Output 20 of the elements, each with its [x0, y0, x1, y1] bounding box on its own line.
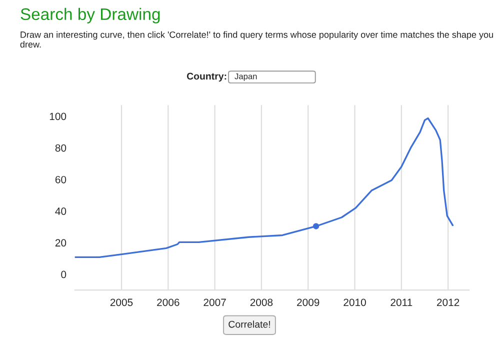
- y-tick-label: 20: [55, 239, 66, 247]
- text: Country:: [186, 72, 226, 82]
- x-tick-label: 2008: [250, 298, 273, 306]
- chart-subtitle: Draw an interesting curve, then click 'Correlate!' to find query terms whose popularity over time matches the shape you drew.: [20, 31, 493, 48]
- x-tick-label: 2009: [297, 298, 320, 306]
- x-tick-label: 2006: [157, 298, 180, 306]
- chart-title: Search by Drawing: [20, 8, 160, 24]
- x-tick-label: 2007: [204, 298, 226, 306]
- x-tick-label: 2005: [110, 298, 133, 306]
- x-tick-label: 2010: [344, 298, 366, 306]
- y-tick-label: 0: [61, 270, 66, 278]
- y-tick-label: 80: [55, 144, 66, 152]
- x-tick-label: 2011: [390, 298, 412, 306]
- text: Correlate!: [228, 320, 270, 328]
- y-tick-label: 40: [55, 208, 66, 215]
- line-series: [74, 117, 454, 258]
- x-tick-label: 2012: [437, 298, 460, 306]
- text: Japan: [234, 73, 257, 81]
- y-tick-label: 60: [55, 176, 66, 184]
- y-tick-label: 100: [50, 112, 66, 120]
